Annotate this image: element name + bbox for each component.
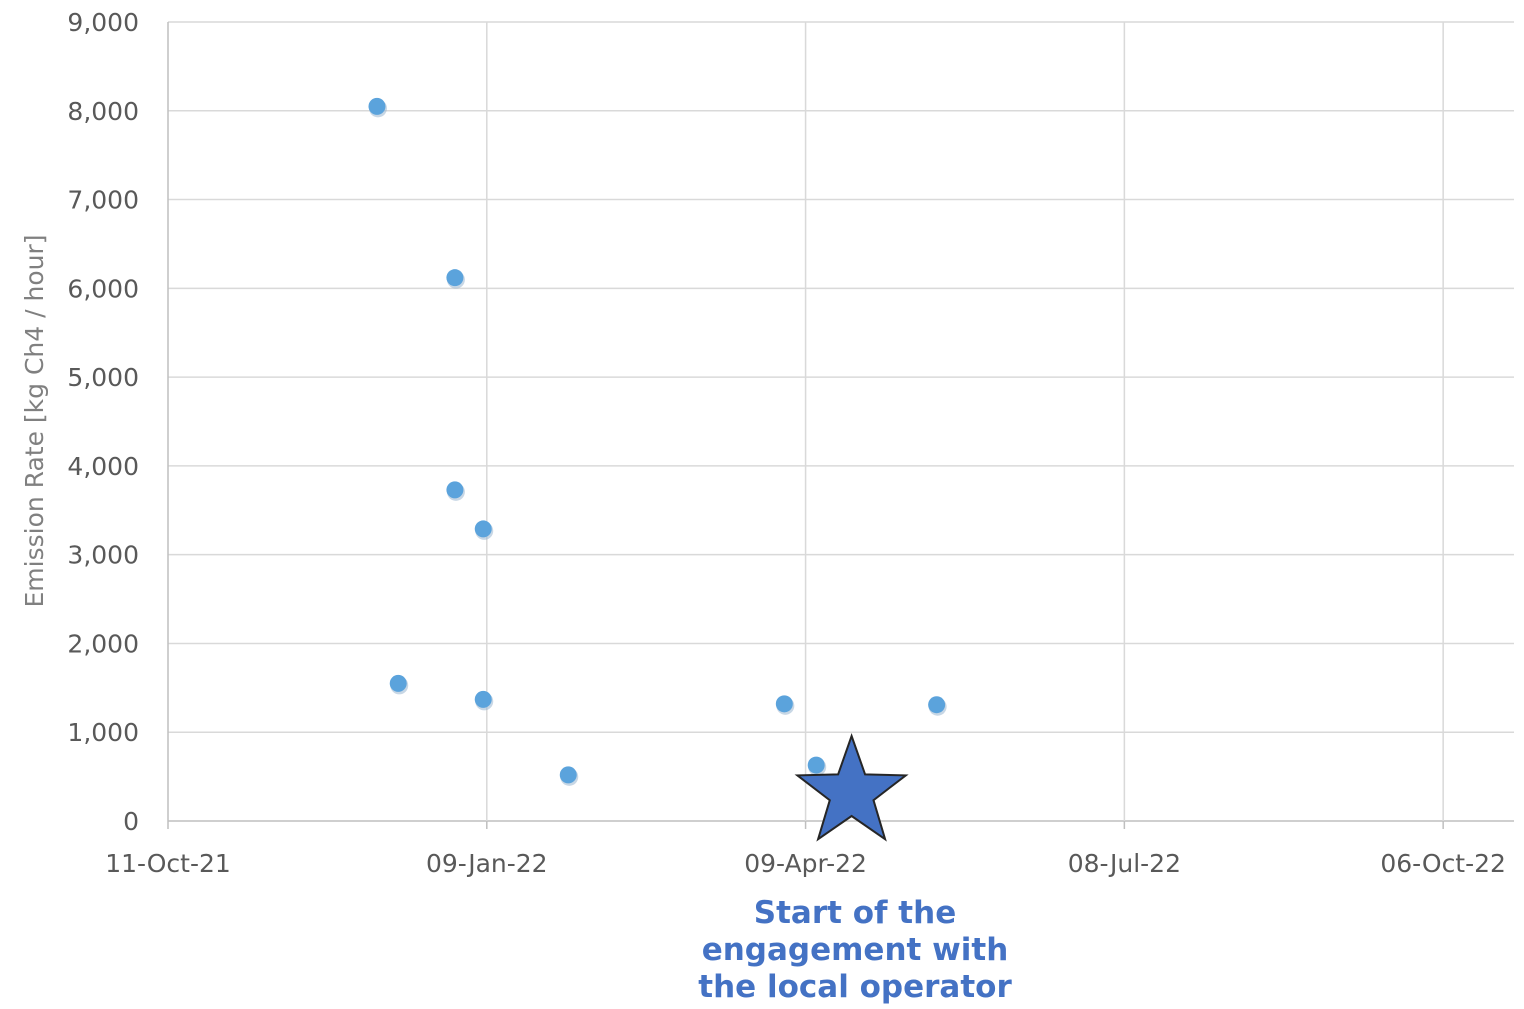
- data-point: [474, 690, 492, 708]
- y-tick-label: 4,000: [67, 452, 139, 481]
- data-point: [368, 97, 386, 115]
- data-point: [389, 674, 407, 692]
- star-marker: [794, 732, 909, 842]
- annotation-line-3: the local operator: [698, 969, 1012, 1005]
- data-point: [559, 766, 577, 784]
- annotation-text: Start of the engagement with the local o…: [660, 895, 1050, 1006]
- y-tick-label: 6,000: [67, 274, 139, 303]
- data-point: [807, 756, 825, 774]
- y-tick-label: 7,000: [67, 186, 139, 215]
- data-point: [928, 696, 946, 714]
- y-tick-label: 5,000: [67, 363, 139, 392]
- data-point: [474, 520, 492, 538]
- x-tick-label: 11-Oct-21: [105, 849, 231, 878]
- data-point: [446, 481, 464, 499]
- data-points: [368, 97, 947, 786]
- y-axis-ticks: 0 1,000 2,000 3,000 4,000 5,000 6,000 7,000 8,00…: [67, 8, 139, 836]
- y-axis-title: Emission Rate [kg Ch4 / hour]: [20, 234, 49, 607]
- y-tick-label: 9,000: [67, 8, 139, 37]
- gridlines: [167, 21, 1514, 829]
- x-axis-ticks: 11-Oct-21 09-Jan-22 09-Apr-22 08-Jul-22 06-O…: [105, 849, 1506, 878]
- data-point: [446, 269, 464, 287]
- x-tick-label: 06-Oct-22: [1380, 849, 1506, 878]
- y-tick-label: 1,000: [67, 718, 139, 747]
- x-tick-label: 09-Apr-22: [744, 849, 867, 878]
- x-tick-label: 09-Jan-22: [426, 849, 548, 878]
- annotation-line-2: engagement with: [701, 932, 1009, 968]
- annotation-line-1: Start of the: [753, 895, 957, 931]
- y-tick-label: 3,000: [67, 541, 139, 570]
- y-tick-label: 0: [123, 807, 139, 836]
- y-tick-label: 2,000: [67, 629, 139, 658]
- y-tick-label: 8,000: [67, 97, 139, 126]
- data-point: [775, 695, 793, 713]
- x-tick-label: 08-Jul-22: [1068, 849, 1181, 878]
